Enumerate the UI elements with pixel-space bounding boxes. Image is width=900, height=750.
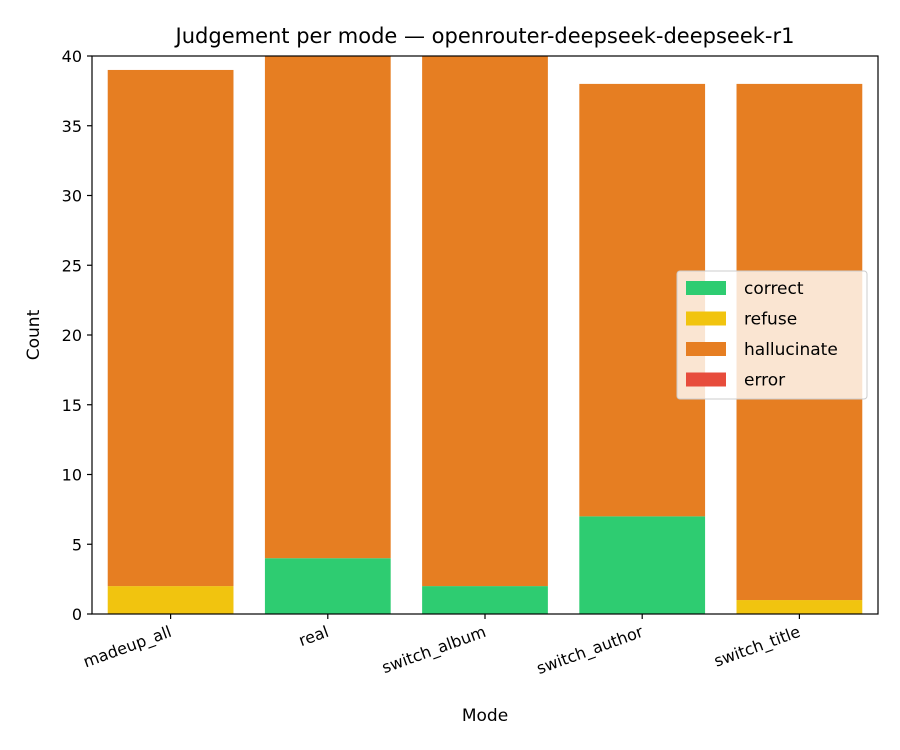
bar-hallucinate-real xyxy=(264,56,391,559)
legend-frame xyxy=(676,270,868,400)
x-tick-label-real: real xyxy=(296,622,331,650)
bar-refuse-switch_title xyxy=(736,600,863,614)
legend-label-correct: correct xyxy=(744,279,804,299)
x-tick-label-madeup_all: madeup_all xyxy=(81,622,175,672)
chart-title: Judgement per mode — openrouter-deepseek… xyxy=(174,24,795,48)
legend-label-error: error xyxy=(744,371,785,391)
y-axis: 0 5 10 15 20 25 30 35 40 xyxy=(62,47,92,624)
legend-label-refuse: refuse xyxy=(744,310,797,330)
bar-refuse-madeup_all xyxy=(107,586,234,614)
y-axis-label: Count xyxy=(24,309,44,360)
y-tick-label: 15 xyxy=(62,396,82,415)
y-tick-label: 0 xyxy=(72,605,82,624)
bar-correct-switch_author xyxy=(579,516,706,614)
legend-swatch-refuse xyxy=(686,311,726,326)
x-tick-label-switch_author: switch_author xyxy=(534,622,646,679)
y-tick-label: 10 xyxy=(62,466,82,485)
y-tick-label: 5 xyxy=(72,535,82,554)
y-tick-label: 30 xyxy=(62,187,82,206)
y-tick-label: 40 xyxy=(62,47,82,66)
legend-swatch-correct xyxy=(686,281,726,295)
legend-swatch-error xyxy=(686,372,726,387)
y-tick-label: 35 xyxy=(62,117,82,136)
bar-hallucinate-switch_album xyxy=(422,56,548,587)
x-tick-label-switch_album: switch_album xyxy=(379,622,488,678)
bar-correct-switch_album xyxy=(422,586,548,614)
bar-correct-real xyxy=(264,558,391,614)
x-axis: madeup_all real switch_album switch_author s… xyxy=(81,614,803,679)
legend: correct refuse hallucinate error xyxy=(676,270,868,400)
x-axis-label: Mode xyxy=(462,706,508,726)
bar-hallucinate-madeup_all xyxy=(107,69,234,587)
y-tick-label: 20 xyxy=(62,326,82,345)
legend-swatch-hallucinate xyxy=(686,342,726,356)
y-tick-label: 25 xyxy=(62,256,82,275)
legend-label-hallucinate: hallucinate xyxy=(744,340,838,360)
x-tick-label-switch_title: switch_title xyxy=(711,622,803,672)
